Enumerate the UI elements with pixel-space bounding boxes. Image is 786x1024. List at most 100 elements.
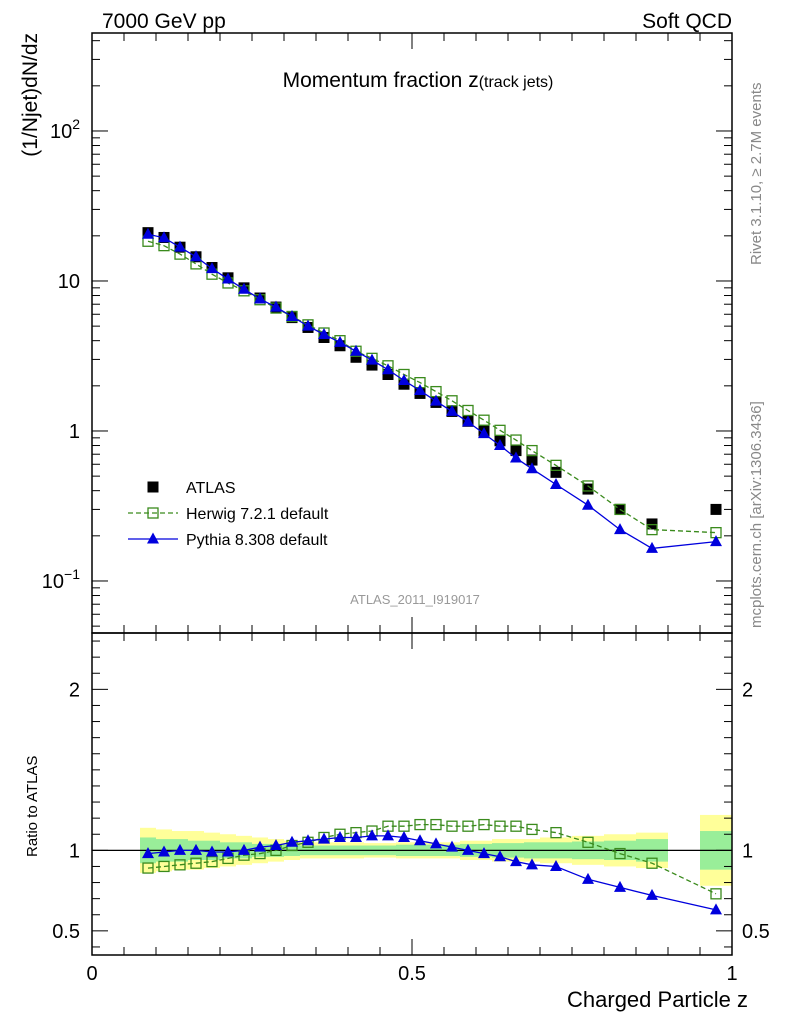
data-point-herwig-7-2-1-default bbox=[550, 826, 562, 839]
data-point-pythia-8-308-default bbox=[270, 300, 282, 312]
mcplots-label: mcplots.cern.ch [arXiv:1306.3436] bbox=[748, 401, 765, 628]
data-point-pythia-8-308-default bbox=[582, 498, 594, 510]
data-point-herwig-7-2-1-default bbox=[614, 503, 626, 516]
series-line-herwig-7-2-1-default bbox=[147, 240, 717, 534]
x-tick-label: 0.5 bbox=[398, 963, 426, 985]
data-point-pythia-8-308-default bbox=[350, 344, 362, 356]
legend-label-herwig-7-2-1-default: Herwig 7.2.1 default bbox=[186, 506, 329, 523]
data-point-pythia-8-308-default bbox=[382, 829, 394, 841]
y-axis-label-ratio: Ratio to ATLAS bbox=[24, 756, 41, 857]
data-point-herwig-7-2-1-default bbox=[510, 434, 522, 446]
y-tick-label-ratio: 0.5 bbox=[52, 921, 80, 943]
data-point-pythia-8-308-default bbox=[238, 282, 250, 294]
data-point-herwig-7-2-1-default bbox=[462, 820, 474, 832]
data-point-atlas bbox=[366, 359, 378, 371]
y-tick-label-ratio: 2 bbox=[69, 679, 80, 701]
data-point-pythia-8-308-default bbox=[222, 845, 234, 857]
data-point-pythia-8-308-default bbox=[582, 872, 594, 884]
series-line-herwig-7-2-1-default bbox=[147, 823, 717, 895]
data-point-pythia-8-308-default bbox=[614, 880, 626, 892]
data-point-pythia-8-308-default bbox=[366, 353, 378, 365]
data-point-atlas bbox=[646, 518, 658, 530]
ratio-plot-frame bbox=[91, 632, 733, 956]
data-point-pythia-8-308-default bbox=[550, 477, 562, 489]
legend-label-pythia-8-308-default: Pythia 8.308 default bbox=[186, 532, 328, 549]
main-title-text: Momentum fraction z bbox=[283, 69, 479, 92]
data-point-pythia-8-308-default bbox=[526, 462, 538, 474]
data-point-pythia-8-308-default bbox=[382, 363, 394, 375]
data-point-atlas bbox=[582, 483, 594, 495]
data-point-herwig-7-2-1-default bbox=[446, 820, 458, 832]
data-point-pythia-8-308-default bbox=[302, 834, 314, 846]
legend-marker-herwig-7-2-1-default bbox=[147, 507, 159, 519]
y-axis-label-main: (1/Njet)dN/dz bbox=[19, 33, 42, 157]
y-tick-label-base: 10 bbox=[50, 121, 72, 143]
y-tick-label-main: 10 bbox=[58, 271, 80, 293]
legend-marker-atlas bbox=[147, 481, 159, 493]
data-point-pythia-8-308-default bbox=[334, 830, 346, 842]
data-point-herwig-7-2-1-default bbox=[646, 857, 658, 869]
data-point-herwig-7-2-1-default bbox=[582, 480, 594, 492]
data-point-atlas bbox=[526, 454, 538, 466]
data-point-pythia-8-308-default bbox=[190, 843, 202, 855]
data-point-herwig-7-2-1-default bbox=[550, 459, 562, 472]
data-point-pythia-8-308-default bbox=[366, 829, 378, 841]
ratio-series-pythia-8-308-default bbox=[142, 829, 722, 915]
data-point-pythia-8-308-default bbox=[398, 374, 410, 386]
data-point-herwig-7-2-1-default bbox=[614, 847, 626, 860]
legend: ATLAS Herwig 7.2.1 default Pythia 8.308 de… bbox=[128, 480, 329, 549]
data-point-pythia-8-308-default bbox=[614, 523, 626, 535]
data-point-pythia-8-308-default bbox=[174, 240, 186, 252]
x-tick-label: 0 bbox=[86, 963, 97, 985]
data-point-herwig-7-2-1-default bbox=[526, 823, 538, 836]
data-point-pythia-8-308-default bbox=[526, 858, 538, 870]
data-point-pythia-8-308-default bbox=[446, 840, 458, 852]
data-point-pythia-8-308-default bbox=[286, 309, 298, 321]
y-tick-label-ratio: 1 bbox=[69, 840, 80, 862]
data-point-pythia-8-308-default bbox=[142, 847, 154, 859]
main-title-sub: (track jets) bbox=[479, 74, 554, 91]
data-point-pythia-8-308-default bbox=[206, 845, 218, 857]
data-point-pythia-8-308-default bbox=[478, 427, 490, 439]
data-point-pythia-8-308-default bbox=[414, 384, 426, 396]
data-point-pythia-8-308-default bbox=[254, 292, 266, 304]
data-point-pythia-8-308-default bbox=[398, 830, 410, 842]
header-right: Soft QCD bbox=[642, 10, 732, 33]
y-tick-label-exp: 2 bbox=[72, 116, 80, 132]
data-point-pythia-8-308-default bbox=[710, 535, 722, 547]
data-point-herwig-7-2-1-default bbox=[206, 855, 218, 868]
y-tick-label-main: 10−1 bbox=[42, 566, 80, 593]
y-tick-label-ratio-right: 1 bbox=[742, 840, 753, 862]
series-layer bbox=[142, 227, 722, 915]
data-point-atlas bbox=[510, 445, 522, 457]
y-tick-label-exp: −1 bbox=[64, 566, 80, 582]
data-point-herwig-7-2-1-default bbox=[174, 859, 186, 871]
data-point-pythia-8-308-default bbox=[510, 855, 522, 867]
data-point-pythia-8-308-default bbox=[142, 227, 154, 239]
data-point-pythia-8-308-default bbox=[238, 843, 250, 855]
analysis-watermark: ATLAS_2011_I919017 bbox=[350, 592, 480, 607]
data-point-pythia-8-308-default bbox=[270, 839, 282, 851]
data-point-pythia-8-308-default bbox=[158, 231, 170, 243]
data-point-herwig-7-2-1-default bbox=[494, 820, 506, 832]
data-point-pythia-8-308-default bbox=[462, 415, 474, 427]
legend-label-atlas: ATLAS bbox=[186, 480, 236, 497]
data-point-pythia-8-308-default bbox=[478, 847, 490, 859]
data-point-herwig-7-2-1-default bbox=[478, 818, 490, 831]
x-tick-label: 1 bbox=[726, 963, 737, 985]
data-point-pythia-8-308-default bbox=[302, 319, 314, 331]
ratio-series-herwig-7-2-1-default bbox=[142, 818, 722, 900]
y-tick-label-main: 102 bbox=[50, 116, 80, 143]
data-point-pythia-8-308-default bbox=[510, 451, 522, 463]
data-point-pythia-8-308-default bbox=[462, 843, 474, 855]
data-point-pythia-8-308-default bbox=[222, 272, 234, 284]
data-point-herwig-7-2-1-default bbox=[478, 414, 490, 426]
data-point-atlas bbox=[550, 466, 562, 478]
data-point-pythia-8-308-default bbox=[646, 541, 658, 553]
main-series-pythia-8-308-default bbox=[142, 227, 722, 553]
data-point-herwig-7-2-1-default bbox=[646, 523, 658, 536]
y-tick-label-ratio-right: 2 bbox=[742, 679, 753, 701]
data-point-herwig-7-2-1-default bbox=[414, 818, 426, 831]
